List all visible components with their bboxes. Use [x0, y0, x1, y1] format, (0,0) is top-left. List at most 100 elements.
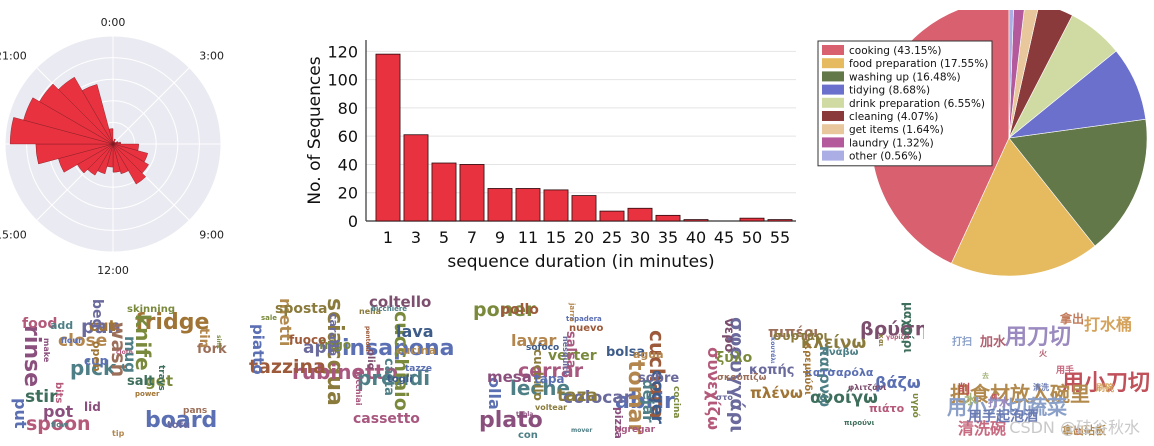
- wordcloud-word: caraffa: [327, 313, 340, 357]
- y-tick-label: 80: [338, 99, 358, 118]
- wordcloud-word: 用刀切: [1005, 325, 1072, 350]
- pie-chart: cooking (43.15%)food preparation (17.55%…: [817, 0, 1148, 277]
- legend-swatch: [822, 58, 844, 69]
- x-tick-label: 1: [383, 228, 393, 247]
- wordcloud-word: πιάτο: [869, 402, 905, 415]
- wordcloud-word: κατσαρόλα: [805, 366, 874, 379]
- polar-bar: [9, 117, 114, 145]
- wordcloud-word: knife: [131, 314, 155, 371]
- wordcloud-word: nesquick: [561, 336, 570, 377]
- wordcloud-word: nuevo: [569, 323, 604, 334]
- wordcloud-word: abrir: [615, 389, 675, 414]
- wordcloud-word: πιρούνι: [844, 419, 875, 427]
- wordcloud-word: μαχαίρι: [901, 302, 915, 353]
- bar: [515, 188, 541, 222]
- wordcloud-word: 打水: [988, 396, 1010, 409]
- wordcloud-word: βάζω: [875, 373, 921, 392]
- wordcloud-word: και: [877, 334, 885, 347]
- x-tick-label: 20: [574, 228, 594, 247]
- wordcloud-word: cloth: [116, 349, 133, 356]
- bar: [375, 53, 401, 222]
- wordcloud-word: cocina: [671, 386, 681, 419]
- legend-swatch: [822, 84, 844, 95]
- wordcloud-word: rubinetto: [292, 360, 398, 384]
- wordcloud-word: tabla: [516, 411, 534, 418]
- wordcloud-word: coger: [647, 370, 667, 424]
- polar-bar: [81, 84, 114, 145]
- polar-angle-label: 9:00: [199, 228, 224, 241]
- bar: [627, 207, 653, 222]
- legend-label: laundry (1.32%): [849, 137, 934, 149]
- wordcloud-word: salt: [127, 374, 155, 389]
- legend-swatch: [822, 111, 844, 121]
- bar: [599, 210, 625, 222]
- y-tick-label: 60: [338, 127, 358, 146]
- x-tick-label: 9: [495, 228, 505, 247]
- wordcloud-word: tomar: [623, 360, 648, 435]
- polar-bar: [112, 143, 129, 175]
- wordcloud-word: get: [145, 372, 174, 390]
- wordcloud-word: coltello: [369, 293, 432, 311]
- bar: [403, 134, 429, 222]
- wordcloud-word: prendi: [357, 366, 431, 390]
- wordcloud-word: 加水: [980, 335, 1007, 350]
- wordcloud-word: 用小刀切: [1062, 371, 1150, 396]
- y-tick-label: 40: [338, 155, 358, 174]
- wordcloud-word: tazzina: [249, 356, 326, 378]
- wordcloud-word: 切: [991, 394, 998, 401]
- wordcloud-word: tapadera: [566, 315, 602, 323]
- wordcloud-word: παίρνω: [816, 345, 834, 408]
- wordcloud-word: metti: [276, 298, 295, 347]
- wordcloud-word: fuoco: [289, 333, 327, 347]
- wordcloud-word: 拿出砧板: [1062, 424, 1106, 437]
- y-tick-label: 20: [338, 184, 358, 203]
- wordcloud-word: ξύλο: [716, 350, 753, 366]
- wordcloud-word: poner: [473, 299, 536, 321]
- polar-angle-label: 21:00: [0, 50, 27, 63]
- wordcloud-word: food: [22, 316, 58, 332]
- wordcloud-word: open: [90, 341, 103, 372]
- polar-bar: [23, 97, 114, 145]
- wordcloud-word: agregar: [615, 425, 656, 435]
- wordcloud-word: tazze: [405, 364, 432, 374]
- wordcloud-word: salsa: [563, 331, 578, 369]
- x-tick-label: 35: [658, 228, 678, 247]
- wordcloud-word: sink: [215, 335, 222, 349]
- polar-bar: [58, 76, 114, 145]
- wordcloud-word: bits: [53, 382, 64, 404]
- wordcloud-word: beg: [89, 299, 105, 329]
- wordcloud-word: cassetto: [353, 411, 420, 427]
- wordcloud-word: 放: [1075, 428, 1082, 436]
- wordcloud-word: wash: [107, 322, 129, 378]
- wordcloud-word: fork: [197, 342, 227, 357]
- wordcloud-word: dejar: [639, 379, 657, 423]
- legend-label: tidying (8.68%): [849, 85, 930, 97]
- x-tick-label: 55: [770, 228, 790, 247]
- wordcloud-word: fridge: [135, 310, 210, 335]
- wordcloud-word: νερό: [721, 318, 736, 353]
- wordcloud-word: κουτάλι: [769, 337, 776, 364]
- polar-angle-label: 12:00: [97, 264, 129, 277]
- wordcloud-word: pick: [70, 356, 117, 380]
- x-tick-label: 5: [439, 228, 449, 247]
- bar: [655, 214, 681, 222]
- wordcloud-word: verter: [548, 348, 597, 364]
- wordcloud-word: insapona: [342, 336, 455, 361]
- wordcloud-word: φλιτζάνι: [848, 383, 887, 392]
- wordcloud-word: 削: [958, 382, 971, 396]
- y-tick-label: 100: [327, 71, 358, 90]
- x-tick-label: 11: [518, 228, 538, 247]
- wordcloud-word: cut: [89, 317, 116, 335]
- pie-chart-panel: cooking (43.15%) food preparation (17.55%…: [810, 0, 1154, 282]
- wordcloud-word: sofoco: [526, 343, 560, 353]
- wordcloud-word: agua: [633, 348, 664, 361]
- wordcloud-word: olio: [365, 349, 376, 370]
- wordcloud-word: γυρίζω: [886, 334, 910, 341]
- wordcloud-word: 拿出: [1060, 312, 1085, 326]
- x-tick-label: 50: [742, 228, 762, 247]
- wordcloud-word: σκουπίζω: [717, 373, 767, 383]
- wordcloud-word: mover: [571, 427, 593, 434]
- wordcloud-word: βρύση: [860, 318, 924, 340]
- wordcloud-word: bolsa: [606, 345, 646, 360]
